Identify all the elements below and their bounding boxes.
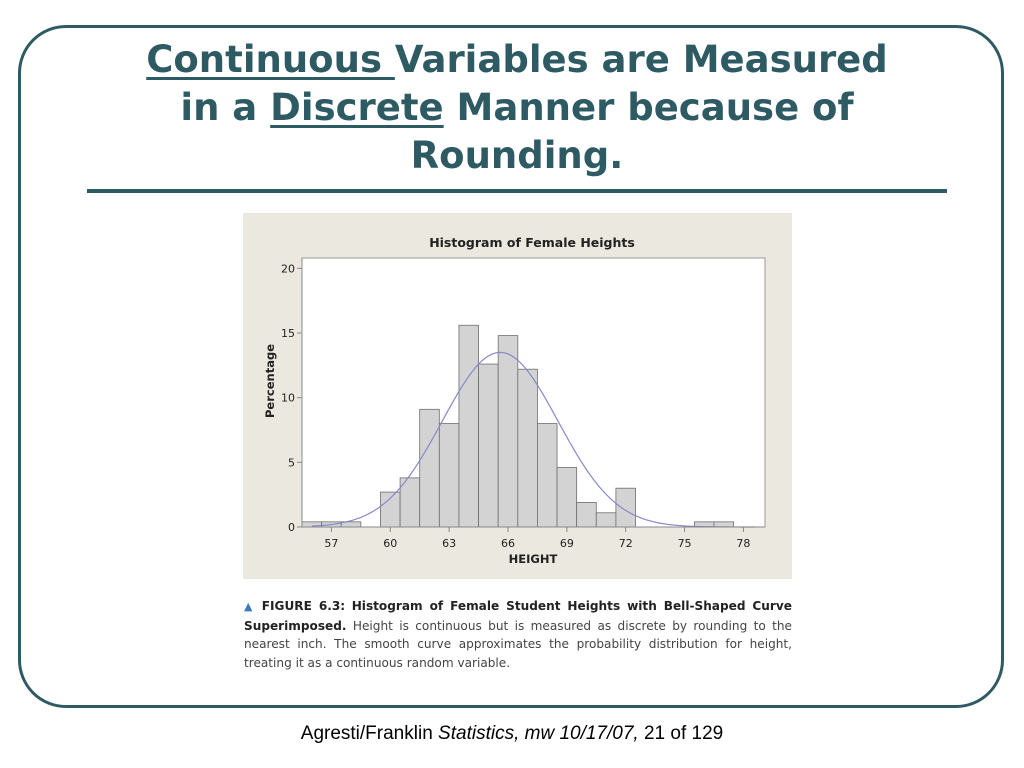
x-tick-label: 66 (501, 537, 515, 550)
normal-curve (311, 351, 756, 528)
y-axis-label: Percentage (263, 344, 277, 418)
histogram-bar (478, 363, 499, 528)
figure-caption: ▲ FIGURE 6.3: Histogram of Female Studen… (244, 597, 792, 672)
x-ticks: 57 60 63 66 69 72 75 78 (324, 527, 750, 550)
footer-authors: Agresti/Franklin (300, 723, 439, 744)
x-tick-label: 57 (324, 537, 338, 550)
histogram-bar (438, 423, 460, 528)
title-continuous: Continuous (146, 38, 395, 81)
x-tick-label: 78 (736, 537, 750, 550)
histogram-bar (576, 502, 597, 528)
histogram-bar (615, 487, 636, 528)
histogram-bar (713, 521, 735, 528)
histogram-bar (595, 512, 617, 528)
histogram-bar (556, 467, 578, 528)
histogram-bar (419, 408, 440, 528)
title-text-3: Manner because of (443, 86, 854, 129)
y-tick-label: 20 (281, 262, 295, 275)
y-tick-label: 10 (281, 392, 295, 405)
title-divider (87, 189, 947, 193)
histogram-chart: Histogram of Female Heights 57 60 63 66 69 72… (263, 235, 766, 566)
chart-title: Histogram of Female Heights (429, 235, 635, 250)
histogram-bar (497, 335, 519, 528)
x-tick-label: 60 (383, 537, 397, 550)
caption-figure-label: FIGURE 6.3: (261, 599, 346, 613)
bars-group (301, 324, 735, 528)
histogram-bar (458, 324, 479, 528)
y-tick-label: 5 (288, 456, 295, 469)
x-tick-label: 75 (678, 537, 692, 550)
title-discrete: Discrete (270, 86, 444, 129)
title-text-4: Rounding. (410, 134, 624, 177)
title-text-2: in a (180, 86, 271, 129)
y-tick-label: 15 (281, 327, 295, 340)
x-tick-label: 72 (619, 537, 633, 550)
histogram-bar (537, 423, 558, 528)
y-tick-label: 0 (288, 521, 295, 534)
title-text-1: Variables are Measured (394, 38, 888, 81)
histogram-bar (517, 368, 538, 528)
footer-page-number: 21 of 129 (638, 723, 724, 744)
caption-figure-title: Histogram of Female Student Heights with… (244, 599, 792, 633)
slide-title: Continuous Variables are Measured in a D… (60, 36, 974, 180)
caption-body: Height is continuous but is measured as … (244, 618, 792, 670)
x-tick-label: 69 (560, 537, 574, 550)
slide-footer: Agresti/Franklin Statistics, mw 10/17/07… (0, 723, 1024, 745)
footer-book: Statistics, mw 10/17/07, (438, 723, 639, 744)
caption-triangle-icon: ▲ (244, 600, 256, 613)
x-tick-label: 63 (442, 537, 456, 550)
y-ticks: 0 5 10 15 20 (281, 262, 302, 534)
histogram-bar (380, 491, 401, 528)
x-axis-label: HEIGHT (509, 552, 558, 566)
slide-frame (18, 25, 1004, 708)
